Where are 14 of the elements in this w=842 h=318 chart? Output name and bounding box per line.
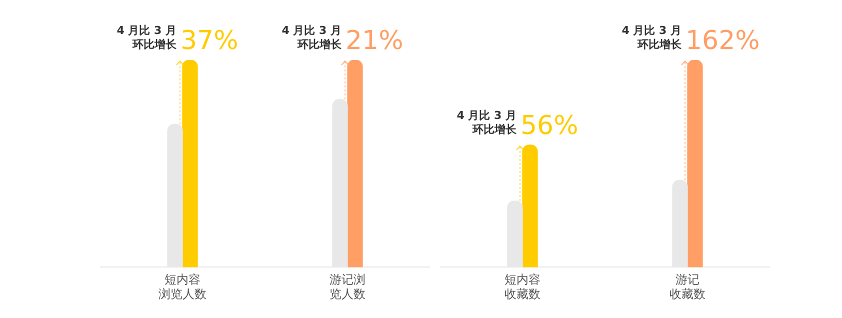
annotation: 4 月比 3 月环比增长	[622, 24, 682, 51]
annotation: 21%	[346, 26, 404, 56]
bar	[522, 144, 538, 268]
annotation: 4 月比 3 月环比增长	[282, 24, 342, 51]
annotation: 4 月比 3 月环比增长	[456, 108, 518, 136]
x-tick-label: 游记收藏数	[670, 272, 706, 301]
bar	[687, 60, 703, 268]
annotation: 4 月比 3 月环比增长	[116, 24, 178, 51]
annotation: 56%	[520, 110, 578, 141]
x-tick-label: 短内容收藏数	[504, 272, 540, 301]
x-tick-label: 游记浏览人数	[330, 272, 366, 301]
x-tick-label: 短内容浏览人数	[158, 272, 206, 301]
annotation: 37%	[180, 26, 238, 56]
annotation: 162%	[686, 26, 760, 56]
